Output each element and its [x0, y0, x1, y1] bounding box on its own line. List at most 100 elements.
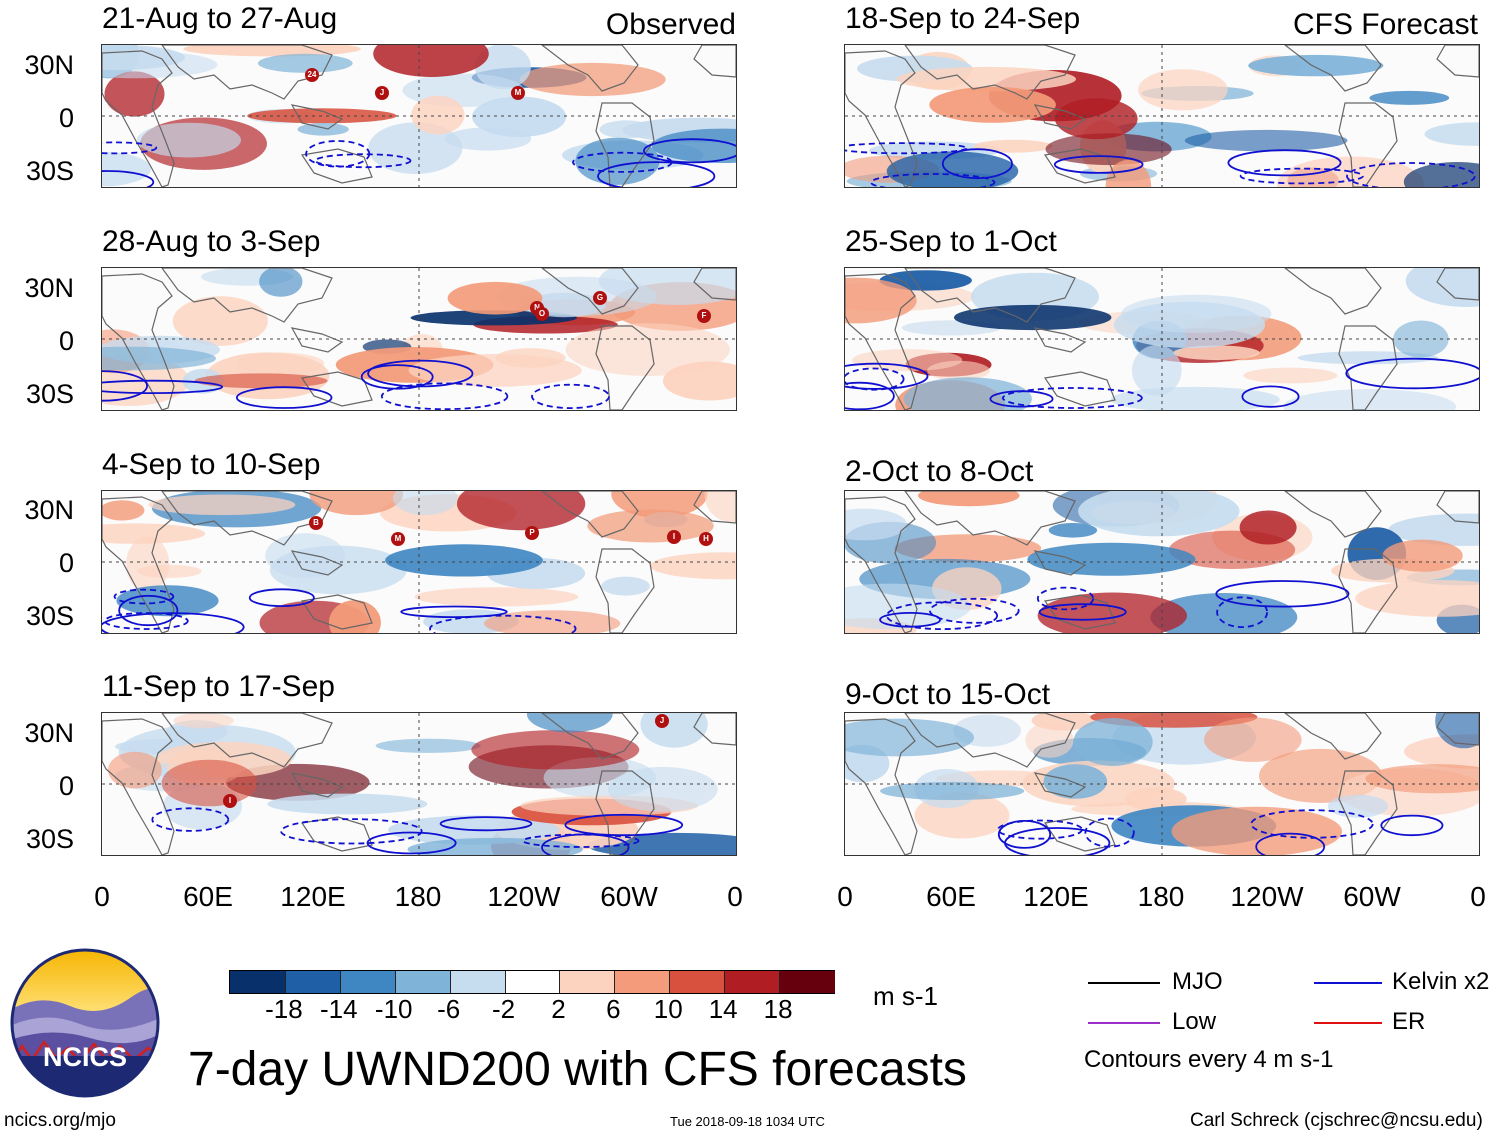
easterly-anomaly	[1073, 718, 1153, 766]
lat-label-30s: 30S	[25, 824, 74, 854]
coastline	[1284, 713, 1382, 760]
storm-marker: J	[375, 86, 389, 100]
er-legend-label: ER	[1392, 1008, 1426, 1035]
colorbar-cell	[724, 971, 781, 993]
wind-anomaly-field	[102, 45, 736, 187]
forecast-map-3	[844, 490, 1480, 634]
forecast-map-4	[844, 712, 1480, 856]
kelvin-contour	[941, 148, 1013, 180]
kelvin-contour	[102, 379, 224, 394]
forecast-column-label: CFS Forecast	[1292, 8, 1478, 41]
easterly-anomaly	[259, 268, 303, 297]
forecast-panel-title-3: 2-Oct to 8-Oct	[845, 455, 1034, 488]
kelvin-contour	[102, 370, 148, 402]
kelvin-contour	[102, 141, 158, 155]
storm-marker: O	[535, 307, 549, 321]
coastline	[693, 45, 736, 78]
kelvin-contour	[248, 588, 315, 607]
easterly-anomaly	[385, 544, 543, 577]
kelvin-contour	[531, 383, 610, 409]
storm-marker: J	[655, 714, 669, 728]
kelvin-contour	[845, 142, 968, 155]
kelvin-contour	[1241, 385, 1300, 408]
coastline	[693, 268, 736, 301]
westerly-anomaly	[1365, 764, 1479, 794]
coastline	[845, 273, 918, 410]
kelvin-contour	[929, 597, 1020, 624]
lat-label-30s: 30S	[25, 601, 74, 631]
westerly-anomaly	[1173, 345, 1260, 361]
coastline	[1033, 327, 1087, 353]
lon-label-60e: 60E	[926, 881, 976, 912]
storm-marker: P	[525, 526, 539, 540]
colorbar-tick-label: -6	[437, 994, 461, 1024]
westerly-anomaly	[704, 491, 736, 522]
kelvin-contour	[113, 588, 175, 605]
westerly-anomaly	[1037, 592, 1187, 633]
lon-label-120w: 120W	[487, 881, 561, 912]
kelvin-contour	[380, 382, 509, 410]
coastline	[1436, 45, 1479, 78]
kelvin-contour	[541, 833, 630, 855]
westerly-anomaly	[471, 730, 640, 770]
coastline	[1033, 550, 1087, 576]
coastline	[541, 713, 639, 760]
coastline	[290, 772, 344, 798]
kelvin-contour	[400, 605, 508, 619]
coastline	[102, 718, 175, 855]
kelvin-contour	[367, 359, 474, 388]
westerly-anomaly	[1239, 510, 1297, 545]
kelvin-contour	[886, 601, 998, 630]
mjo-legend-line	[1088, 982, 1160, 984]
coastline	[541, 268, 639, 315]
westerly-anomaly	[108, 751, 162, 789]
easterly-anomaly	[102, 151, 151, 187]
coastline	[595, 548, 655, 633]
kelvin-contour	[1215, 580, 1350, 608]
coastline	[290, 327, 344, 353]
lon-label-0: 0	[94, 881, 110, 912]
observed-panel-title-3: 4-Sep to 10-Sep	[102, 448, 321, 481]
lon-label-60e: 60E	[183, 881, 233, 912]
colorbar-cell	[779, 971, 836, 993]
lon-label-180: 180	[394, 881, 442, 912]
wind-anomaly-field	[102, 491, 736, 633]
easterly-anomaly	[267, 793, 428, 815]
colorbar-cell	[284, 971, 342, 993]
observed-panel-title-1: 21-Aug to 27-Aug	[102, 2, 338, 35]
coastline	[1033, 104, 1087, 130]
kelvin-contour	[1255, 832, 1326, 855]
kelvin-contour	[1038, 603, 1127, 621]
easterly-anomaly	[845, 508, 907, 541]
westerly-anomaly	[161, 759, 258, 807]
coastline	[161, 491, 333, 546]
westerly-anomaly	[973, 139, 1053, 153]
westerly-anomaly	[172, 296, 268, 346]
coastline	[102, 273, 175, 410]
kelvin-contour	[102, 170, 155, 187]
storm-marker: M	[391, 532, 405, 546]
westerly-anomaly	[1171, 806, 1343, 855]
colorbar-ticks: -18 -14 -10 -6 -2 2 6 10 14 18	[0, 995, 1510, 1025]
westerly-anomaly	[896, 66, 1076, 92]
colorbar-cell	[504, 971, 561, 993]
westerly-anomaly	[414, 587, 579, 607]
kelvin-contour	[1084, 817, 1135, 848]
westerly-anomaly	[495, 348, 566, 368]
wind-anomaly-field	[845, 491, 1479, 633]
low-legend-label: Low	[1172, 1008, 1217, 1035]
westerly-anomaly	[126, 536, 170, 592]
easterly-anomaly	[903, 377, 1032, 410]
logo-text: NCICS	[42, 1042, 127, 1072]
wind-anomaly-field	[845, 713, 1479, 855]
wind-anomaly-field	[845, 268, 1479, 410]
coastline	[1284, 45, 1382, 92]
easterly-anomaly	[1184, 129, 1348, 152]
lat-label-30n: 30N	[24, 50, 74, 80]
westerly-anomaly	[173, 713, 234, 729]
colorbar-tick-label: 2	[551, 994, 566, 1024]
lon-label-120w: 120W	[1230, 881, 1304, 912]
westerly-anomaly	[1382, 539, 1463, 572]
easterly-anomaly	[1132, 345, 1182, 396]
coastline	[300, 594, 373, 630]
